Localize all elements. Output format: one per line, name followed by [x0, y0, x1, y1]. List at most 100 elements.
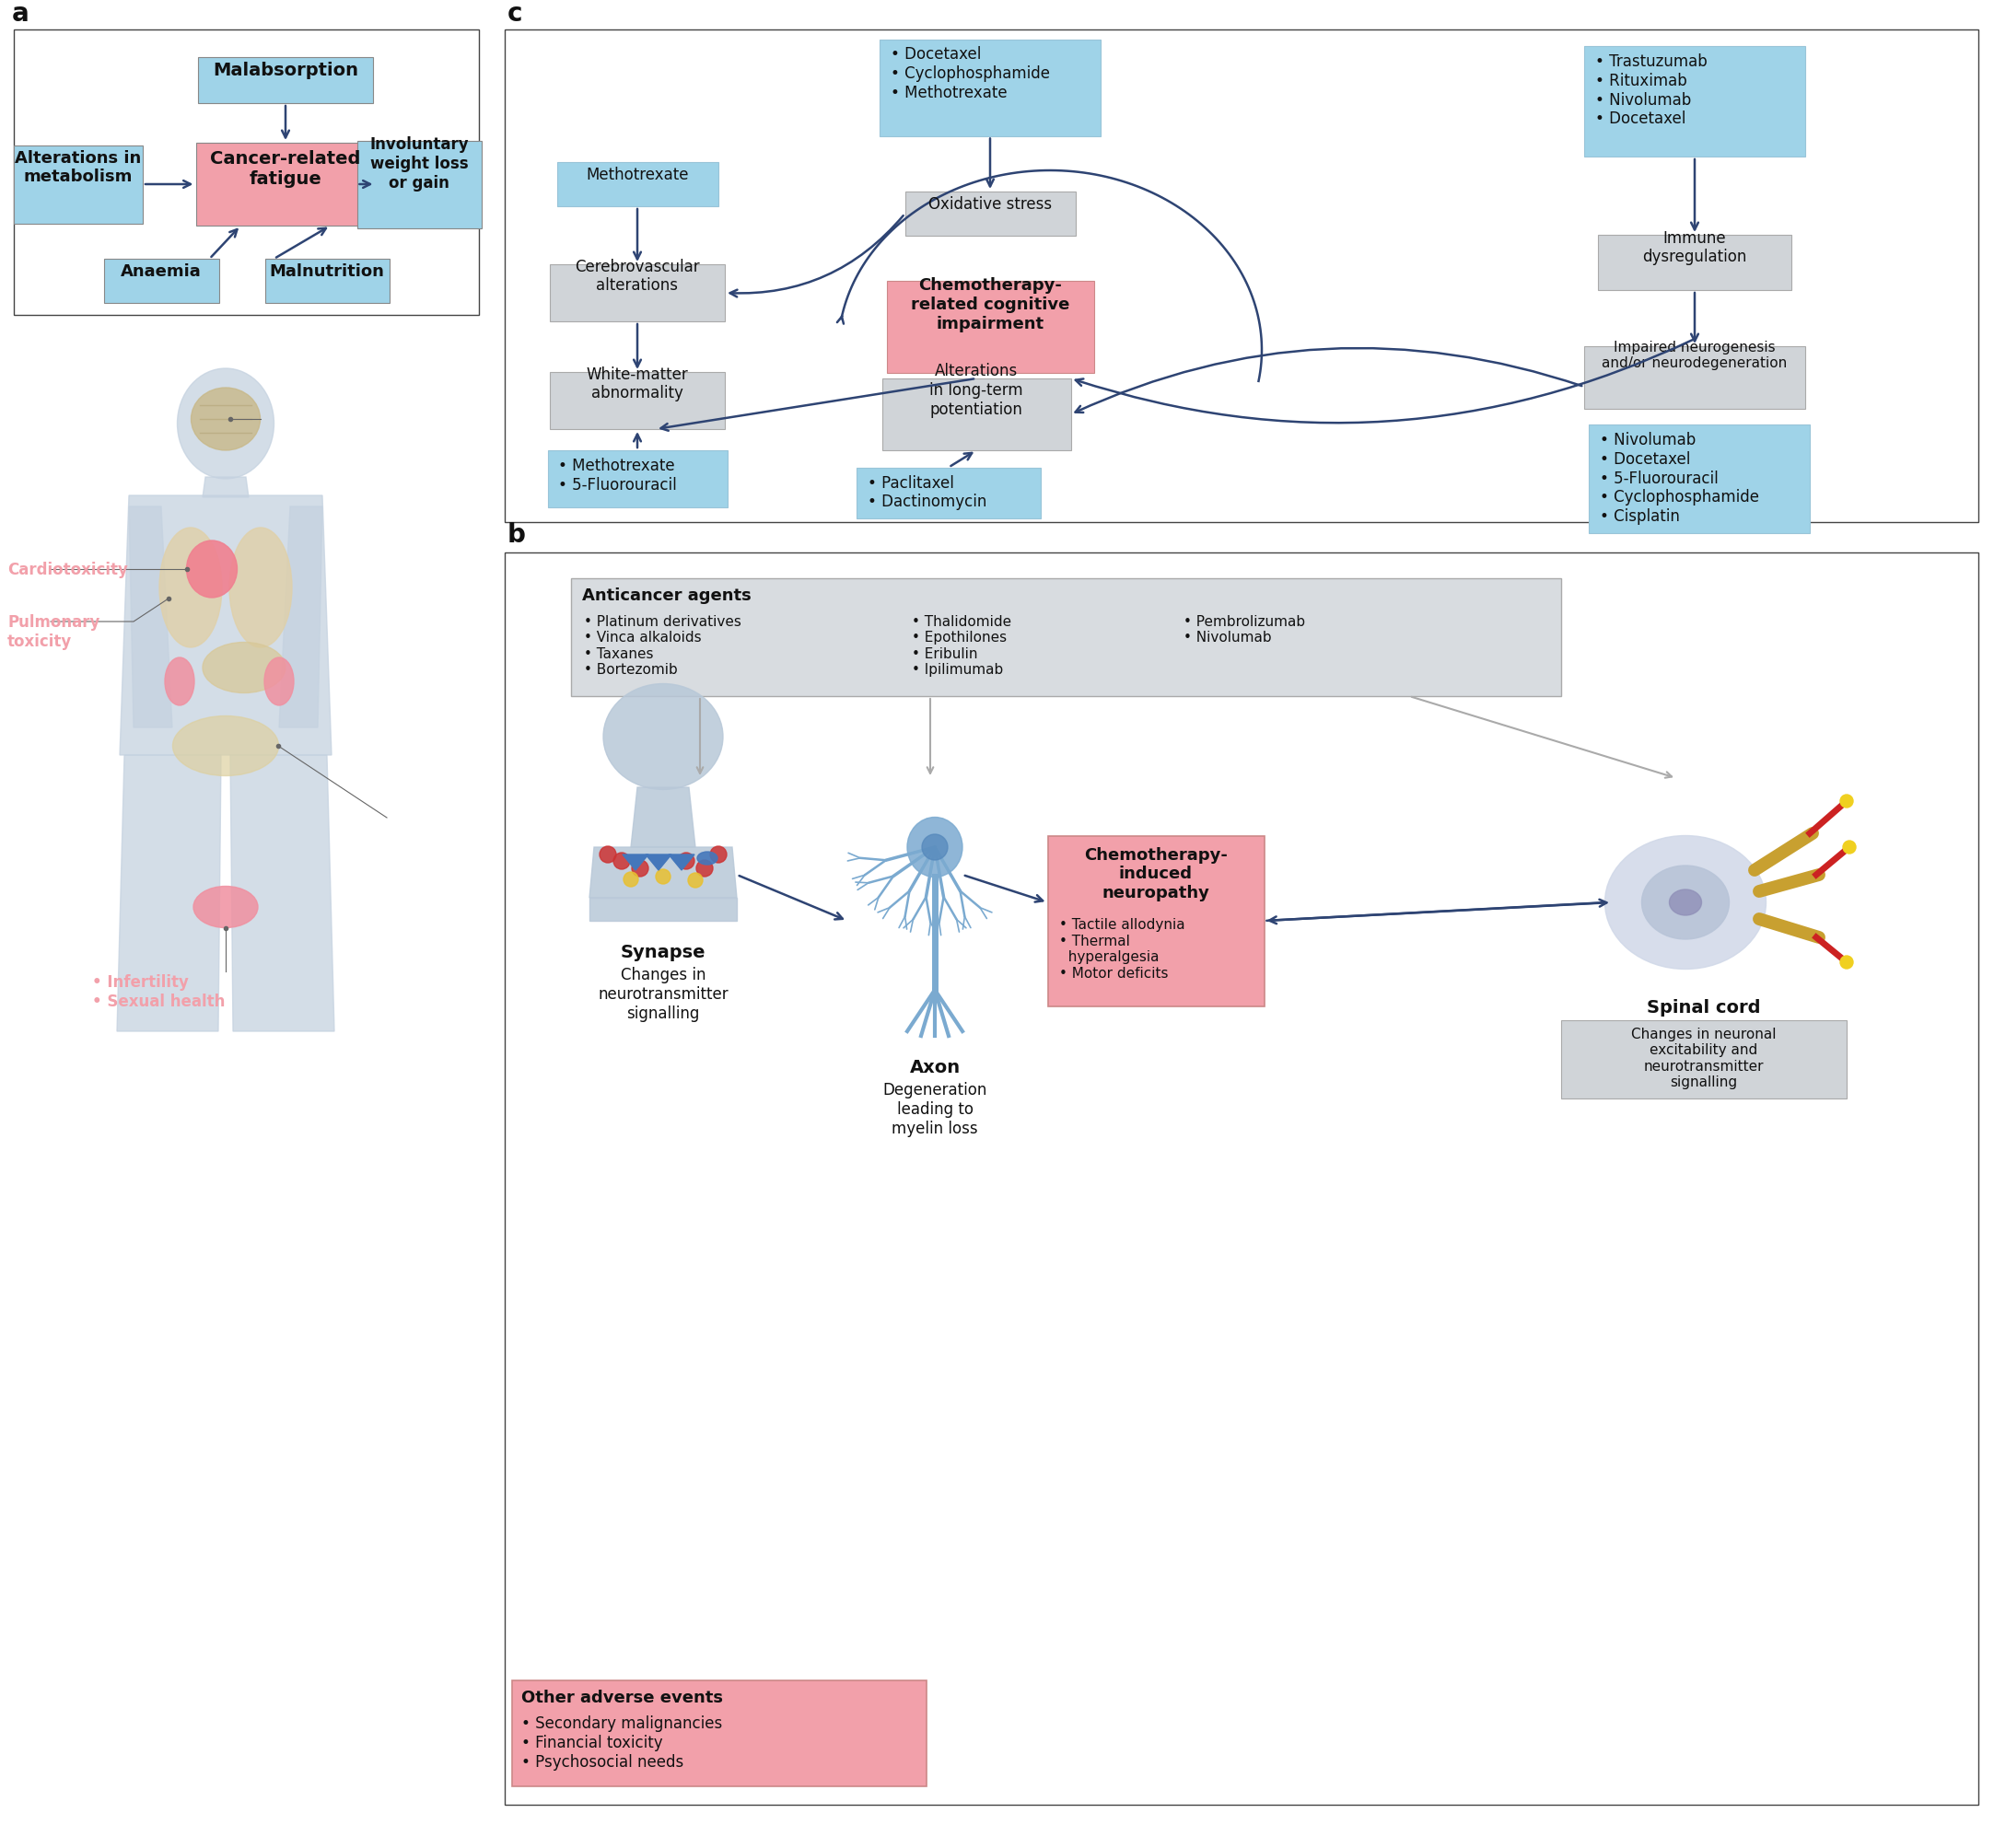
Ellipse shape	[160, 529, 221, 647]
Ellipse shape	[921, 833, 947, 859]
Text: b: b	[508, 523, 526, 547]
Ellipse shape	[632, 859, 648, 876]
Text: • Docetaxel
• Cyclophosphamide
• Methotrexate: • Docetaxel • Cyclophosphamide • Methotr…	[891, 46, 1051, 102]
Ellipse shape	[696, 859, 714, 876]
FancyBboxPatch shape	[1597, 235, 1791, 290]
FancyBboxPatch shape	[14, 144, 144, 224]
Ellipse shape	[1605, 835, 1767, 968]
FancyBboxPatch shape	[881, 379, 1071, 451]
Ellipse shape	[1840, 955, 1852, 968]
Text: • Tactile allodynia
• Thermal
  hyperalgesia
• Motor deficits: • Tactile allodynia • Thermal hyperalges…	[1059, 918, 1184, 979]
Polygon shape	[590, 846, 738, 898]
Ellipse shape	[688, 872, 702, 887]
Ellipse shape	[624, 872, 638, 887]
Text: Changes in
neurotransmitter
signalling: Changes in neurotransmitter signalling	[598, 967, 728, 1022]
Text: a: a	[12, 0, 30, 26]
Ellipse shape	[193, 887, 257, 928]
Polygon shape	[590, 898, 738, 920]
Text: Anticancer agents: Anticancer agents	[582, 588, 752, 604]
FancyBboxPatch shape	[550, 371, 726, 429]
FancyBboxPatch shape	[195, 142, 375, 225]
Polygon shape	[120, 495, 331, 756]
Text: • Secondary malignancies
• Financial toxicity
• Psychosocial needs: • Secondary malignancies • Financial tox…	[520, 1715, 722, 1770]
Ellipse shape	[614, 852, 630, 869]
Ellipse shape	[604, 684, 724, 789]
FancyBboxPatch shape	[1589, 425, 1811, 532]
Text: • Paclitaxel
• Dactinomycin: • Paclitaxel • Dactinomycin	[867, 475, 987, 510]
Text: Spinal cord: Spinal cord	[1647, 1000, 1761, 1016]
Text: Methotrexate: Methotrexate	[586, 166, 688, 183]
Text: • Trastuzumab
• Rituximab
• Nivolumab
• Docetaxel: • Trastuzumab • Rituximab • Nivolumab • …	[1595, 54, 1707, 128]
Text: White-matter
abnormality: White-matter abnormality	[586, 366, 688, 401]
FancyBboxPatch shape	[357, 140, 481, 227]
Text: Malnutrition: Malnutrition	[269, 264, 385, 279]
Ellipse shape	[191, 388, 259, 451]
FancyBboxPatch shape	[879, 39, 1101, 135]
Text: • Methotrexate
• 5-Fluorouracil: • Methotrexate • 5-Fluorouracil	[558, 458, 678, 493]
Ellipse shape	[678, 852, 694, 869]
Text: Axon: Axon	[909, 1059, 961, 1076]
Polygon shape	[229, 756, 335, 1031]
Ellipse shape	[656, 869, 670, 883]
Text: Oxidative stress: Oxidative stress	[929, 196, 1053, 213]
FancyBboxPatch shape	[905, 192, 1075, 237]
Text: Cardiotoxicity: Cardiotoxicity	[8, 562, 128, 578]
FancyBboxPatch shape	[197, 57, 373, 103]
Text: Malabsorption: Malabsorption	[213, 63, 359, 79]
Text: Degeneration
leading to
myelin loss: Degeneration leading to myelin loss	[883, 1081, 987, 1137]
FancyBboxPatch shape	[265, 259, 389, 303]
Ellipse shape	[1669, 889, 1701, 915]
Polygon shape	[279, 506, 323, 728]
FancyBboxPatch shape	[512, 1680, 927, 1787]
FancyBboxPatch shape	[556, 163, 718, 207]
Polygon shape	[118, 756, 221, 1031]
Text: Pulmonary
toxicity: Pulmonary toxicity	[8, 614, 100, 650]
Text: Alterations
in long-term
potentiation: Alterations in long-term potentiation	[929, 362, 1023, 418]
Text: Anaemia: Anaemia	[122, 264, 201, 279]
Text: • Pembrolizumab
• Nivolumab: • Pembrolizumab • Nivolumab	[1184, 615, 1306, 645]
Ellipse shape	[177, 368, 273, 479]
Text: Other adverse events: Other adverse events	[520, 1689, 724, 1706]
Polygon shape	[630, 787, 696, 846]
FancyBboxPatch shape	[548, 451, 728, 508]
FancyBboxPatch shape	[1583, 346, 1805, 408]
Text: c: c	[508, 0, 522, 26]
FancyBboxPatch shape	[1047, 835, 1264, 1005]
Ellipse shape	[203, 643, 285, 693]
Polygon shape	[668, 854, 694, 870]
Text: • Nivolumab
• Docetaxel
• 5-Fluorouracil
• Cyclophosphamide
• Cisplatin: • Nivolumab • Docetaxel • 5-Fluorouracil…	[1599, 432, 1759, 525]
Ellipse shape	[187, 540, 237, 597]
FancyBboxPatch shape	[1583, 46, 1805, 157]
Text: Chemotherapy-
induced
neuropathy: Chemotherapy- induced neuropathy	[1085, 846, 1228, 902]
Text: • Thalidomide
• Epothilones
• Eribulin
• Ipilimumab: • Thalidomide • Epothilones • Eribulin •…	[911, 615, 1011, 676]
Ellipse shape	[710, 846, 726, 863]
Text: • Platinum derivatives
• Vinca alkaloids
• Taxanes
• Bortezomib: • Platinum derivatives • Vinca alkaloids…	[584, 615, 742, 676]
Text: Impaired neurogenesis
and/or neurodegeneration: Impaired neurogenesis and/or neurodegene…	[1601, 340, 1787, 370]
Ellipse shape	[265, 658, 293, 706]
FancyBboxPatch shape	[550, 264, 726, 322]
Text: Changes in neuronal
excitability and
neurotransmitter
signalling: Changes in neuronal excitability and neu…	[1631, 1027, 1777, 1090]
FancyBboxPatch shape	[570, 578, 1561, 697]
Ellipse shape	[907, 817, 963, 878]
Ellipse shape	[698, 852, 718, 865]
Ellipse shape	[229, 529, 291, 647]
Ellipse shape	[173, 715, 279, 776]
Ellipse shape	[166, 658, 193, 706]
Text: Cerebrovascular
alterations: Cerebrovascular alterations	[574, 259, 700, 294]
Text: Cancer-related
fatigue: Cancer-related fatigue	[209, 150, 361, 188]
Ellipse shape	[1840, 795, 1852, 808]
Text: Chemotherapy-
related cognitive
impairment: Chemotherapy- related cognitive impairme…	[911, 277, 1069, 333]
Ellipse shape	[1641, 865, 1729, 939]
Polygon shape	[203, 477, 249, 497]
FancyBboxPatch shape	[104, 259, 219, 303]
FancyBboxPatch shape	[857, 468, 1041, 517]
Polygon shape	[130, 506, 171, 728]
FancyBboxPatch shape	[504, 553, 1978, 1805]
Ellipse shape	[1842, 841, 1856, 854]
Ellipse shape	[600, 846, 616, 863]
Polygon shape	[646, 854, 672, 870]
FancyBboxPatch shape	[14, 30, 479, 314]
Polygon shape	[622, 854, 648, 870]
Text: Involuntary
weight loss
or gain: Involuntary weight loss or gain	[369, 137, 469, 192]
Text: Synapse: Synapse	[620, 944, 706, 961]
